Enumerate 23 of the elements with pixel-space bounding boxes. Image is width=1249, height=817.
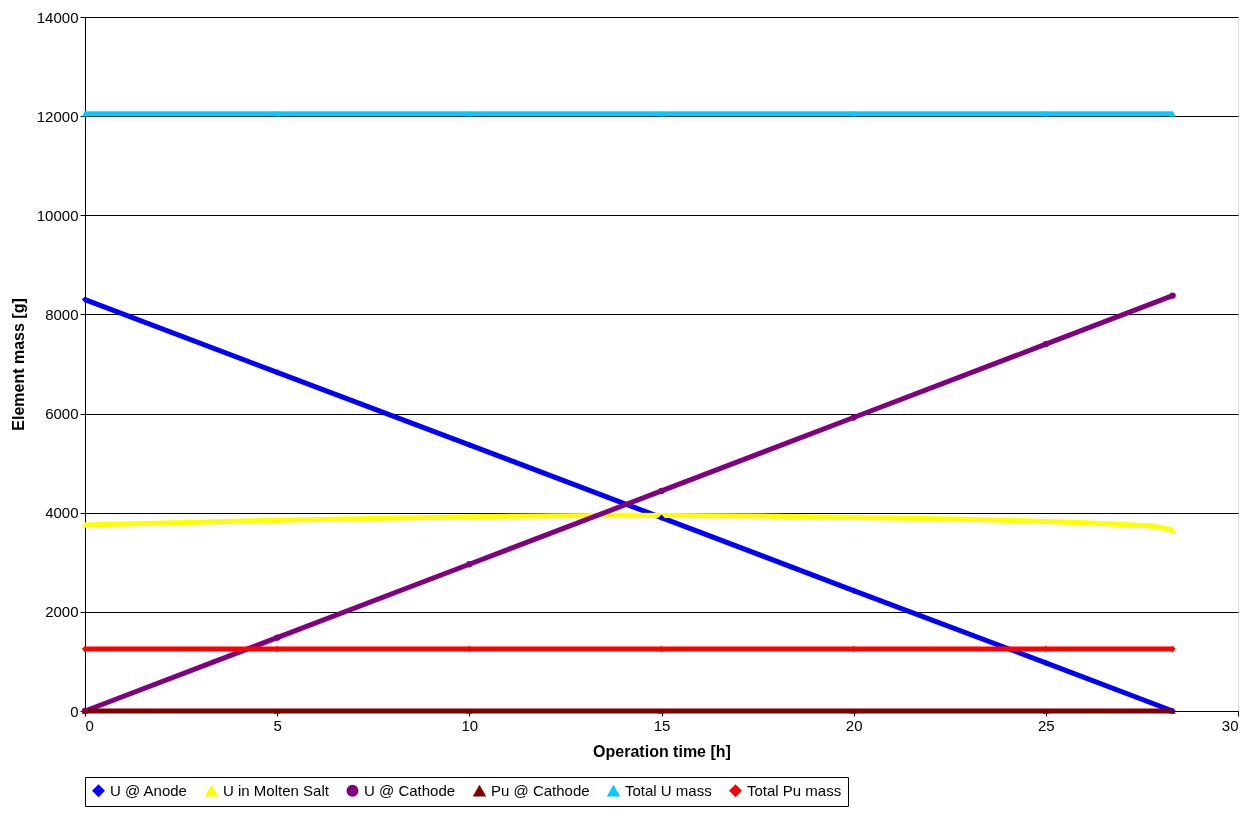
y-tick-label: 4000 bbox=[45, 504, 79, 522]
y-tick-label: 14000 bbox=[36, 8, 79, 26]
legend-label: Total Pu mass bbox=[747, 781, 842, 799]
x-tick-label: 30 bbox=[1221, 716, 1239, 734]
x-tick-label: 20 bbox=[845, 716, 863, 734]
x-tick-label: 10 bbox=[461, 716, 479, 734]
x-tick-label: 0 bbox=[85, 716, 94, 734]
y-tick-label: 2000 bbox=[45, 603, 79, 621]
y-tick-label: 6000 bbox=[45, 405, 79, 423]
x-tick-label: 15 bbox=[653, 716, 671, 734]
y-axis-title: Element mass [g] bbox=[9, 298, 27, 431]
legend-label: U @ Cathode bbox=[364, 781, 456, 799]
y-tick-label: 0 bbox=[70, 702, 79, 720]
legend-label: Total U mass bbox=[625, 782, 712, 800]
legend-label: Pu @ Cathode bbox=[491, 782, 590, 800]
y-tick-label: 8000 bbox=[45, 305, 79, 323]
legend-label: U @ Anode bbox=[110, 781, 187, 799]
x-tick-label: 5 bbox=[273, 716, 282, 734]
legend-label: U in Molten Salt bbox=[223, 782, 330, 800]
y-tick-label: 10000 bbox=[36, 206, 79, 224]
x-axis-title: Operation time [h] bbox=[593, 742, 731, 760]
x-tick-label: 25 bbox=[1037, 716, 1055, 734]
y-tick-label: 12000 bbox=[36, 107, 79, 125]
